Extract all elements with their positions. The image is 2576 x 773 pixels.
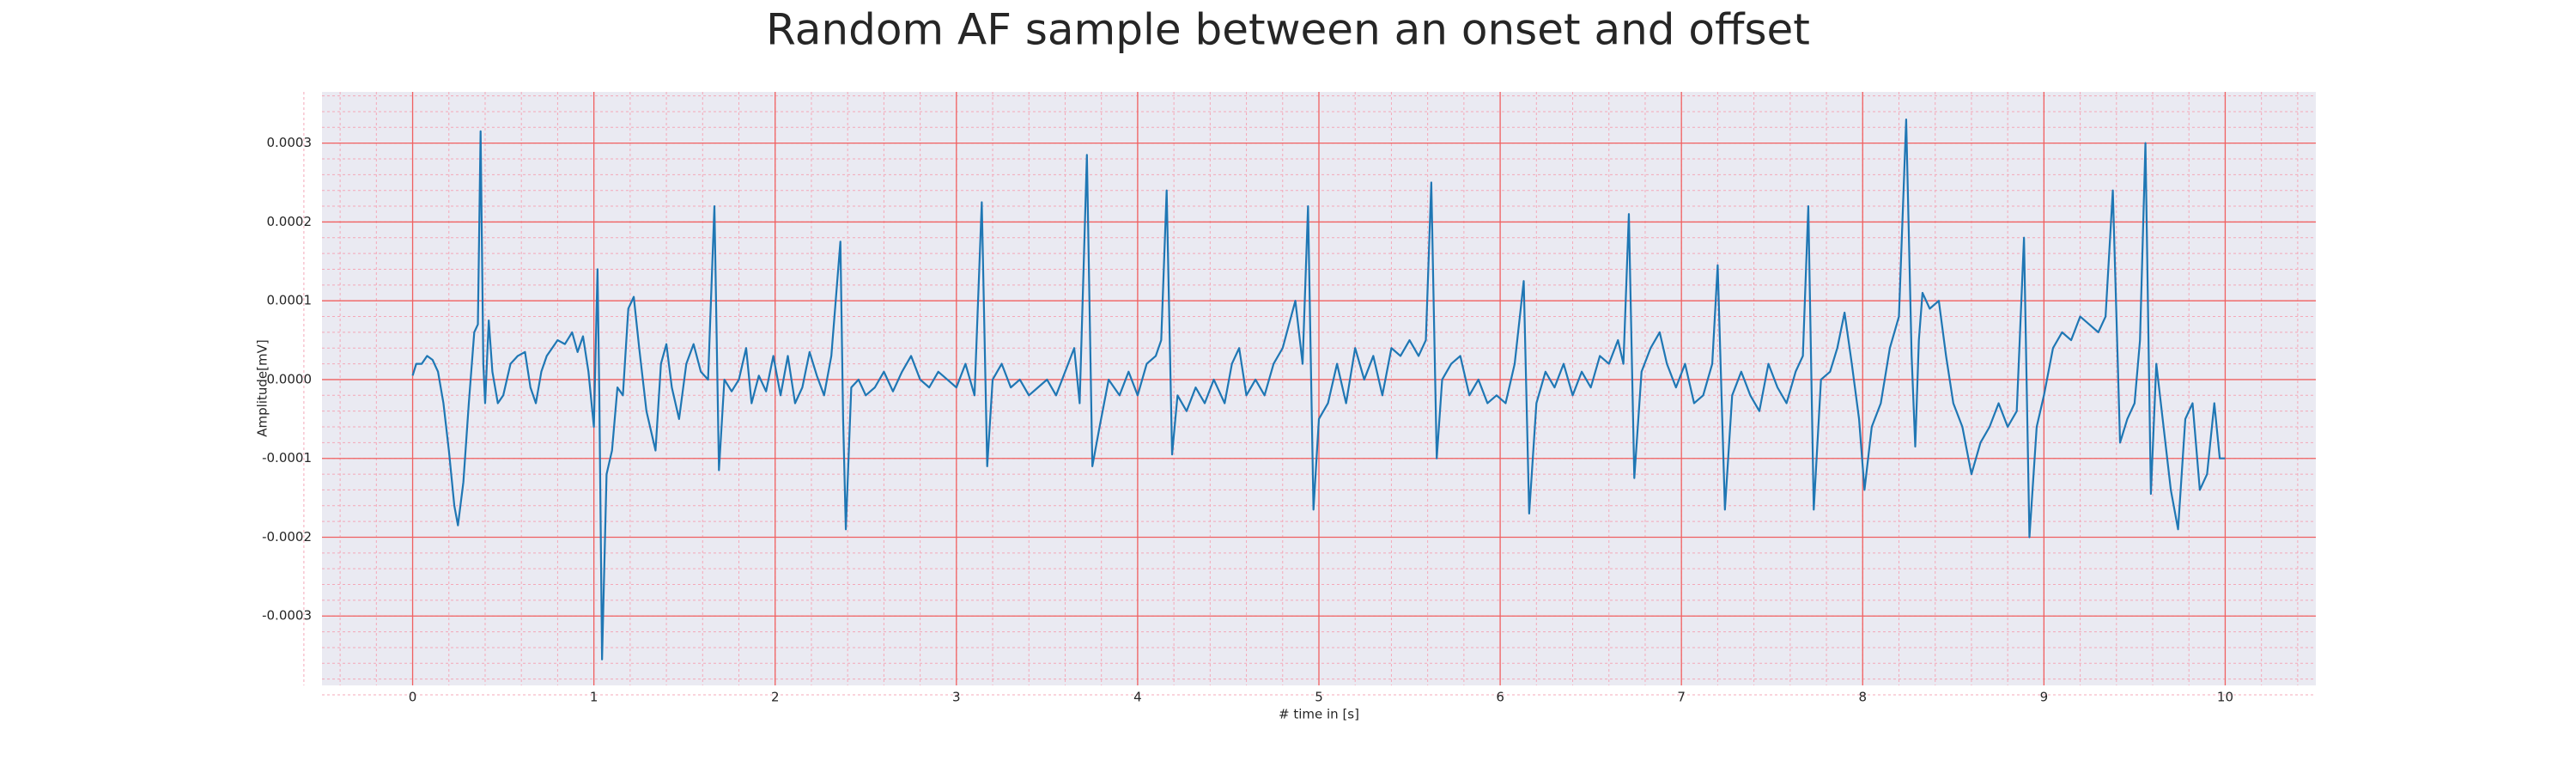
y-tick-label: -0.0002 [262,529,312,545]
x-tick-label: 0 [409,690,417,705]
x-tick-label: 6 [1496,690,1504,705]
chart-title: Random AF sample between an onset and of… [766,5,1810,55]
y-tick-label: 0.0001 [267,293,313,308]
x-tick-label: 1 [590,690,598,705]
y-tick-label: 0.0003 [267,135,313,150]
y-axis-label: Amplitude[mV] [255,339,270,436]
y-tick-label: -0.0001 [262,450,312,466]
x-tick-label: 8 [1858,690,1867,705]
y-tick-label: -0.0003 [262,608,312,624]
marks [411,119,2226,660]
x-tick-label: 5 [1315,690,1323,705]
x-tick-label: 4 [1133,690,1142,705]
y-tick-label: 0.0000 [267,371,313,386]
x-tick-label: 7 [1677,690,1686,705]
x-axis-label: # time in [s] [1279,707,1359,722]
signal-line [411,119,2226,660]
y-tick-label: 0.0002 [267,214,313,229]
x-tick-label: 2 [771,690,780,705]
x-tick-label: 3 [952,690,961,705]
x-tick-label: 9 [2040,690,2049,705]
x-tick-label: 10 [2217,690,2233,705]
